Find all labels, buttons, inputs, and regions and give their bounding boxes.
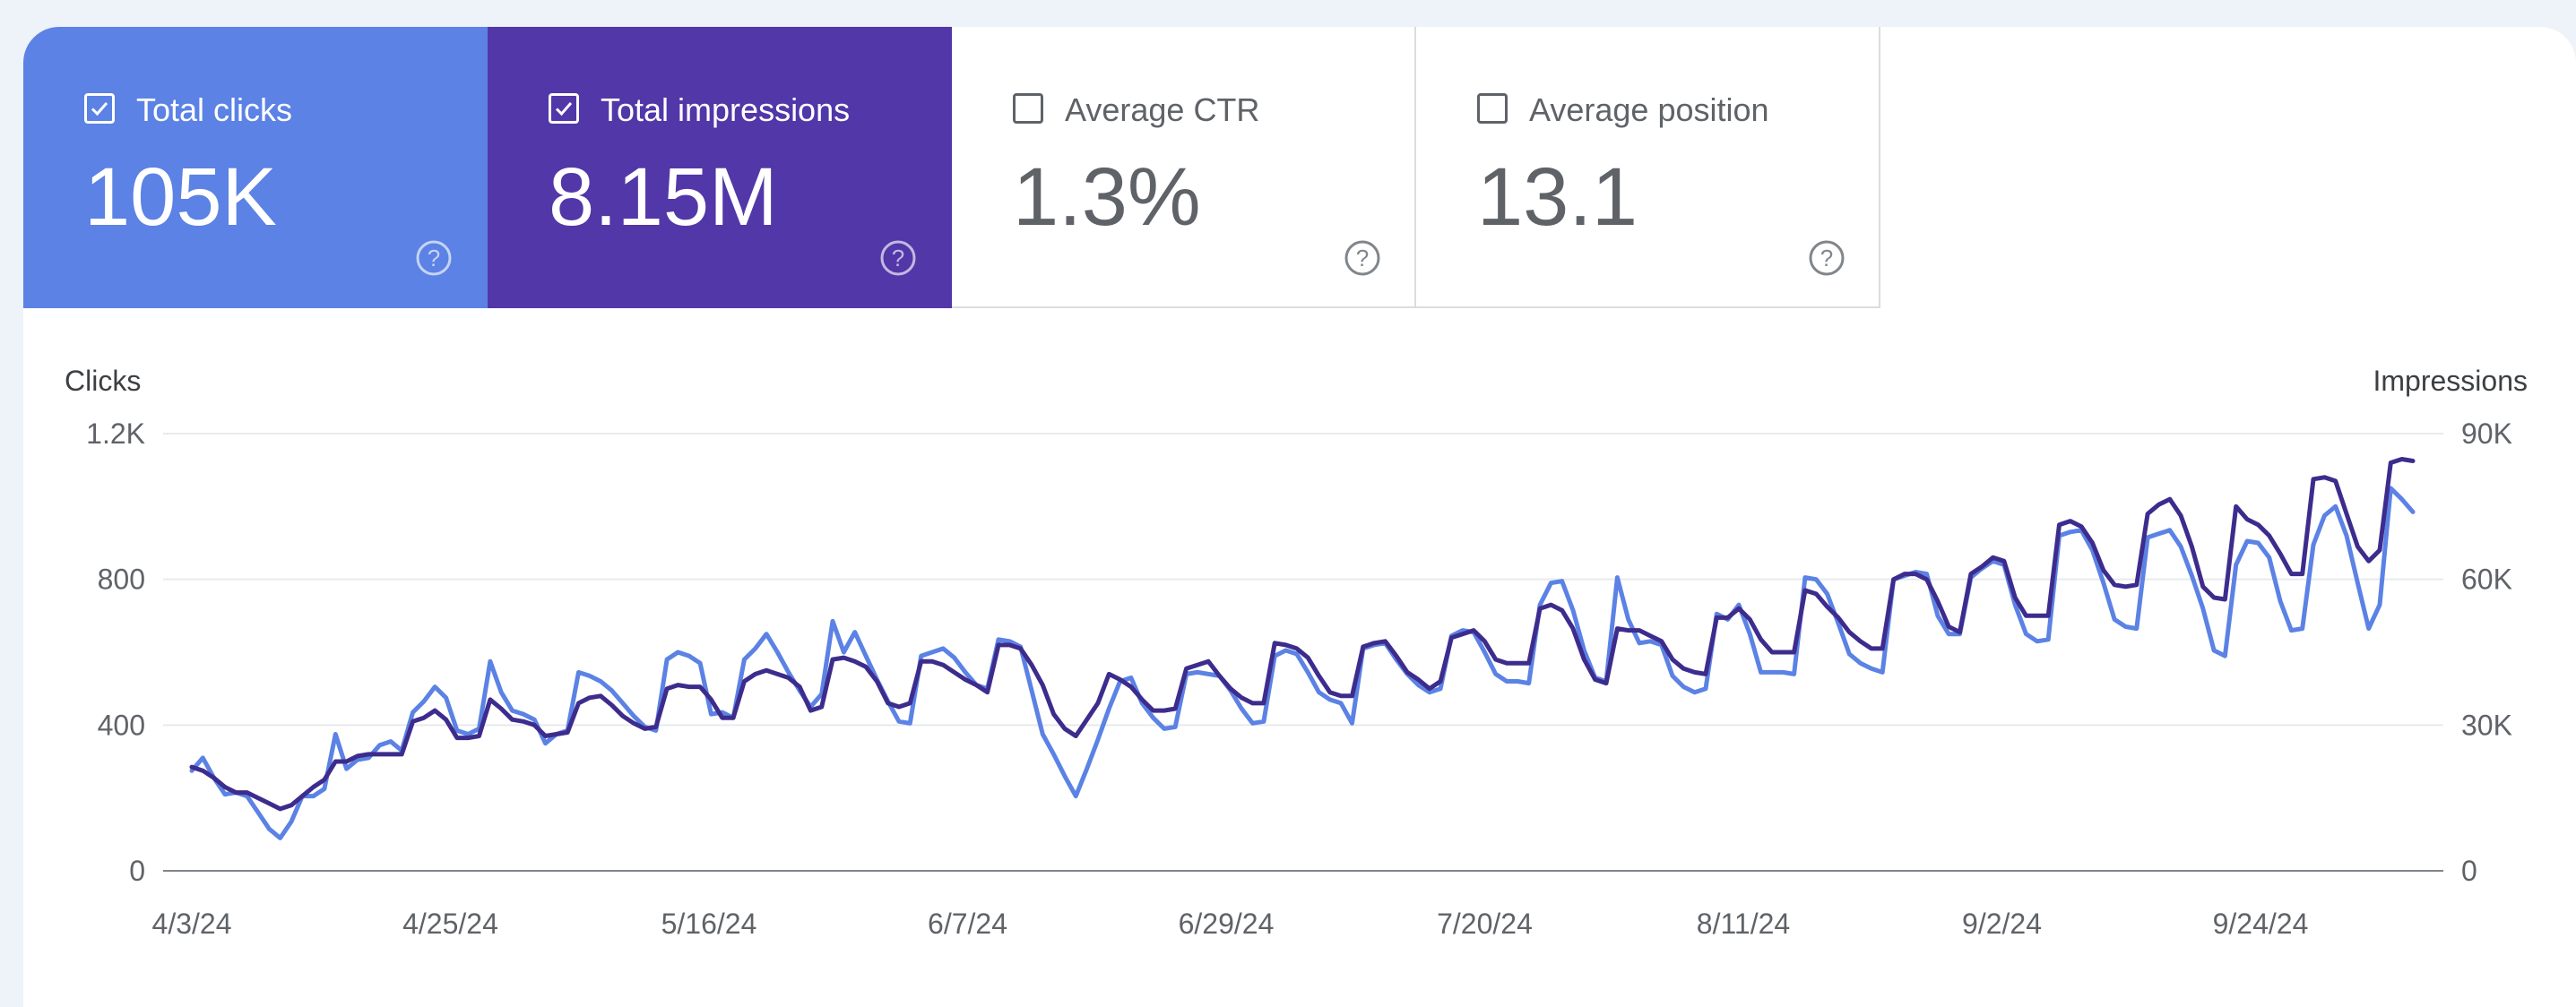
chart-lines [189, 457, 2416, 840]
metric-cards: Total clicks 105K ? Total impressions 8.… [23, 27, 1880, 308]
x-tick-label: 6/29/24 [1179, 908, 1275, 940]
help-icon[interactable]: ? [1343, 238, 1382, 278]
average-position-value: 13.1 [1477, 151, 1638, 243]
right-y-tick-label: 90K [2461, 417, 2512, 450]
average-position-checkbox[interactable] [1477, 93, 1508, 124]
left-y-tick-label: 0 [129, 855, 145, 887]
metric-card-average-position[interactable]: Average position 13.1 ? [1416, 27, 1880, 308]
total-impressions-checkbox[interactable] [549, 93, 579, 124]
svg-text:?: ? [1820, 245, 1833, 271]
left-y-tick-label: 800 [98, 564, 145, 596]
metric-card-total-impressions[interactable]: Total impressions 8.15M ? [488, 27, 952, 308]
chart-grid [163, 433, 2443, 872]
svg-text:?: ? [892, 245, 904, 271]
x-tick-label: 6/7/24 [928, 908, 1007, 940]
average-ctr-checkbox[interactable] [1013, 93, 1043, 124]
checkmark-icon [555, 102, 573, 116]
x-tick-label: 9/24/24 [2213, 908, 2309, 940]
x-tick-label: 4/3/24 [152, 908, 232, 940]
left-y-tick-label: 1.2K [86, 417, 145, 450]
right-y-tick-label: 0 [2461, 855, 2477, 887]
left-y-tick-label: 400 [98, 709, 145, 741]
checkmark-icon [91, 102, 108, 116]
x-tick-label: 5/16/24 [661, 908, 757, 940]
svg-text:?: ? [1356, 245, 1369, 271]
performance-panel: Total clicks 105K ? Total impressions 8.… [23, 27, 2576, 1007]
total-clicks-value: 105K [84, 151, 277, 243]
chart-tick-labels: 0 0 400 30K 800 60K 1.2K 90K 4/3/24 4/25/24 5/16/2… [86, 417, 2512, 940]
left-axis-title: Clicks [65, 365, 141, 397]
x-tick-label: 8/11/24 [1697, 908, 1790, 940]
right-y-tick-label: 60K [2461, 564, 2512, 596]
x-tick-label: 4/25/24 [402, 908, 498, 940]
total-impressions-value: 8.15M [549, 151, 778, 243]
right-y-tick-label: 30K [2461, 709, 2512, 741]
performance-chart: 0 0 400 30K 800 60K 1.2K 90K 4/3/24 4/25/24 5/16/2… [65, 365, 2528, 940]
svg-text:?: ? [428, 245, 440, 271]
series-line-0 [189, 486, 2416, 840]
metric-card-total-clicks[interactable]: Total clicks 105K ? [23, 27, 488, 308]
average-ctr-value: 1.3% [1013, 151, 1201, 243]
help-icon[interactable]: ? [1807, 238, 1846, 278]
help-icon[interactable]: ? [878, 238, 918, 278]
right-axis-title: Impressions [2373, 365, 2528, 397]
average-ctr-label: Average CTR [1065, 91, 1260, 128]
total-clicks-label: Total clicks [136, 91, 293, 128]
metric-card-average-ctr[interactable]: Average CTR 1.3% ? [952, 27, 1416, 308]
average-position-label: Average position [1529, 91, 1769, 128]
total-impressions-label: Total impressions [601, 91, 851, 128]
series-line-1 [189, 457, 2416, 812]
x-tick-label: 9/2/24 [1962, 908, 2042, 940]
total-clicks-checkbox[interactable] [84, 93, 115, 124]
help-icon[interactable]: ? [414, 238, 454, 278]
x-tick-label: 7/20/24 [1437, 908, 1533, 940]
